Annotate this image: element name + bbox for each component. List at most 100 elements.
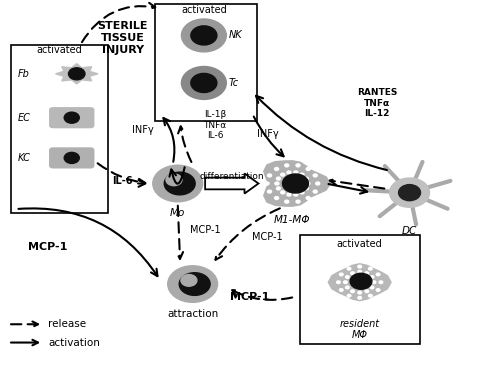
Text: attraction: attraction	[167, 309, 218, 319]
Circle shape	[316, 182, 320, 185]
Circle shape	[282, 174, 308, 193]
Circle shape	[179, 273, 210, 295]
Text: M1-MΦ: M1-MΦ	[274, 215, 310, 225]
Text: EC: EC	[18, 113, 31, 123]
Circle shape	[368, 294, 372, 297]
Circle shape	[296, 164, 300, 167]
FancyBboxPatch shape	[49, 107, 94, 128]
Circle shape	[182, 66, 226, 99]
FancyBboxPatch shape	[49, 147, 94, 168]
Circle shape	[306, 167, 310, 170]
Circle shape	[306, 197, 310, 200]
Circle shape	[344, 281, 347, 284]
Text: Tc: Tc	[229, 78, 239, 88]
Circle shape	[350, 290, 354, 292]
Text: MCP-1: MCP-1	[190, 225, 221, 235]
Text: release: release	[48, 319, 86, 329]
Text: differentiation: differentiation	[200, 172, 264, 181]
Circle shape	[284, 200, 289, 203]
Circle shape	[166, 174, 182, 186]
Circle shape	[68, 68, 85, 80]
Circle shape	[365, 290, 368, 292]
Bar	[300, 235, 420, 344]
Circle shape	[379, 281, 383, 284]
Text: Fb: Fb	[18, 69, 30, 79]
Circle shape	[300, 191, 304, 194]
Text: DC: DC	[402, 226, 417, 236]
Circle shape	[358, 270, 362, 273]
Text: IL-6: IL-6	[112, 175, 133, 186]
Circle shape	[390, 178, 430, 207]
Circle shape	[370, 286, 374, 289]
Bar	[156, 4, 258, 121]
Polygon shape	[328, 264, 391, 301]
Circle shape	[280, 191, 285, 194]
Text: STERILE
TISSUE
INJURY: STERILE TISSUE INJURY	[98, 21, 148, 55]
Circle shape	[368, 268, 372, 270]
Text: activated: activated	[36, 45, 82, 55]
FancyArrow shape	[205, 174, 258, 193]
Text: MΦ: MΦ	[352, 330, 368, 340]
Circle shape	[304, 177, 308, 180]
Text: resident: resident	[340, 319, 380, 329]
Circle shape	[268, 190, 272, 193]
Circle shape	[370, 276, 374, 278]
Circle shape	[294, 171, 298, 174]
Polygon shape	[56, 64, 98, 84]
Circle shape	[376, 289, 380, 291]
Circle shape	[191, 26, 217, 45]
Circle shape	[347, 268, 351, 270]
Circle shape	[336, 281, 340, 284]
Circle shape	[280, 173, 285, 176]
Circle shape	[276, 177, 280, 180]
Circle shape	[164, 172, 195, 195]
Text: MCP-1: MCP-1	[28, 243, 68, 252]
Circle shape	[181, 275, 197, 286]
Text: Mo: Mo	[170, 208, 186, 218]
Circle shape	[313, 174, 317, 177]
Circle shape	[191, 73, 217, 92]
Circle shape	[287, 171, 291, 174]
Circle shape	[284, 164, 289, 167]
Text: activated: activated	[337, 239, 382, 249]
Circle shape	[64, 112, 80, 123]
Circle shape	[265, 182, 269, 185]
Circle shape	[340, 273, 343, 276]
Text: IL-1β
TNFα
IL-6: IL-1β TNFα IL-6	[204, 110, 227, 140]
Circle shape	[358, 291, 362, 294]
Text: INFγ: INFγ	[256, 129, 278, 139]
Circle shape	[274, 197, 278, 200]
Circle shape	[64, 152, 80, 163]
Circle shape	[346, 276, 349, 278]
Text: MCP-1: MCP-1	[252, 232, 283, 241]
Circle shape	[304, 187, 308, 190]
Circle shape	[372, 281, 376, 284]
Text: RANTES
TNFα
IL-12: RANTES TNFα IL-12	[357, 88, 398, 118]
Text: KC: KC	[18, 153, 31, 163]
Polygon shape	[264, 161, 330, 206]
Text: activated: activated	[181, 5, 227, 15]
Circle shape	[376, 273, 380, 276]
Bar	[10, 44, 108, 213]
Circle shape	[276, 187, 280, 190]
Circle shape	[306, 182, 310, 185]
Circle shape	[358, 297, 362, 299]
Circle shape	[347, 294, 351, 297]
Circle shape	[287, 193, 291, 196]
Circle shape	[313, 190, 317, 193]
Circle shape	[153, 165, 202, 202]
Circle shape	[350, 272, 354, 275]
Circle shape	[365, 272, 368, 275]
Circle shape	[182, 19, 226, 52]
Circle shape	[358, 265, 362, 268]
Text: INFγ: INFγ	[132, 126, 154, 135]
Circle shape	[340, 289, 343, 291]
Circle shape	[274, 167, 278, 170]
Circle shape	[398, 185, 420, 201]
Text: MCP-1: MCP-1	[230, 292, 270, 302]
Circle shape	[268, 174, 272, 177]
Circle shape	[300, 173, 304, 176]
Circle shape	[350, 273, 372, 289]
Circle shape	[294, 193, 298, 196]
Text: activation: activation	[48, 338, 100, 348]
